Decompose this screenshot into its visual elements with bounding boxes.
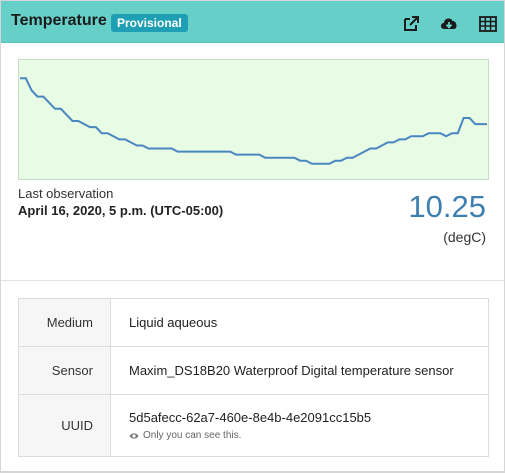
card-bottom-rule [1,471,504,472]
medium-value: Liquid aqueous [129,315,218,330]
external-link-icon[interactable] [401,14,421,34]
series-line [20,77,487,165]
observation-value: 10.25 [408,189,486,224]
last-observation-label: Last observation [18,186,114,201]
card-header: Temperature Provisional [1,1,504,43]
table-row: Sensor Maxim_DS18B20 Waterproof Digital … [18,346,489,395]
status-badge: Provisional [111,14,188,32]
card-title: Temperature [11,12,107,29]
table-icon[interactable] [478,14,498,34]
table-row: Medium Liquid aqueous [18,298,489,347]
privacy-note: Only you can see this. [129,430,488,441]
cloud-download-icon[interactable] [439,14,459,34]
uuid-value: 5d5afecc-62a7-460e-8e4b-4e2091cc15b5 [129,410,372,425]
chart-background [18,59,489,180]
medium-key: Medium [18,298,111,347]
table-row: UUID 5d5afecc-62a7-460e-8e4b-4e2091cc15b… [18,394,489,457]
observation-unit: (degC) [443,229,486,245]
temperature-chart [18,59,489,180]
sensor-key: Sensor [18,346,111,395]
chart-svg [18,59,489,180]
uuid-cell: 5d5afecc-62a7-460e-8e4b-4e2091cc15b5 Onl… [110,394,489,457]
uuid-key: UUID [18,394,111,457]
eye-icon [129,432,139,439]
sensor-value: Maxim_DS18B20 Waterproof Digital tempera… [110,346,489,395]
observation-time: April 16, 2020, 5 p.m. (UTC-05:00) [18,203,224,218]
privacy-note-text: Only you can see this. [143,430,242,441]
metadata-table: Medium Liquid aqueous Sensor Maxim_DS18B… [18,298,489,457]
section-divider [1,280,504,281]
